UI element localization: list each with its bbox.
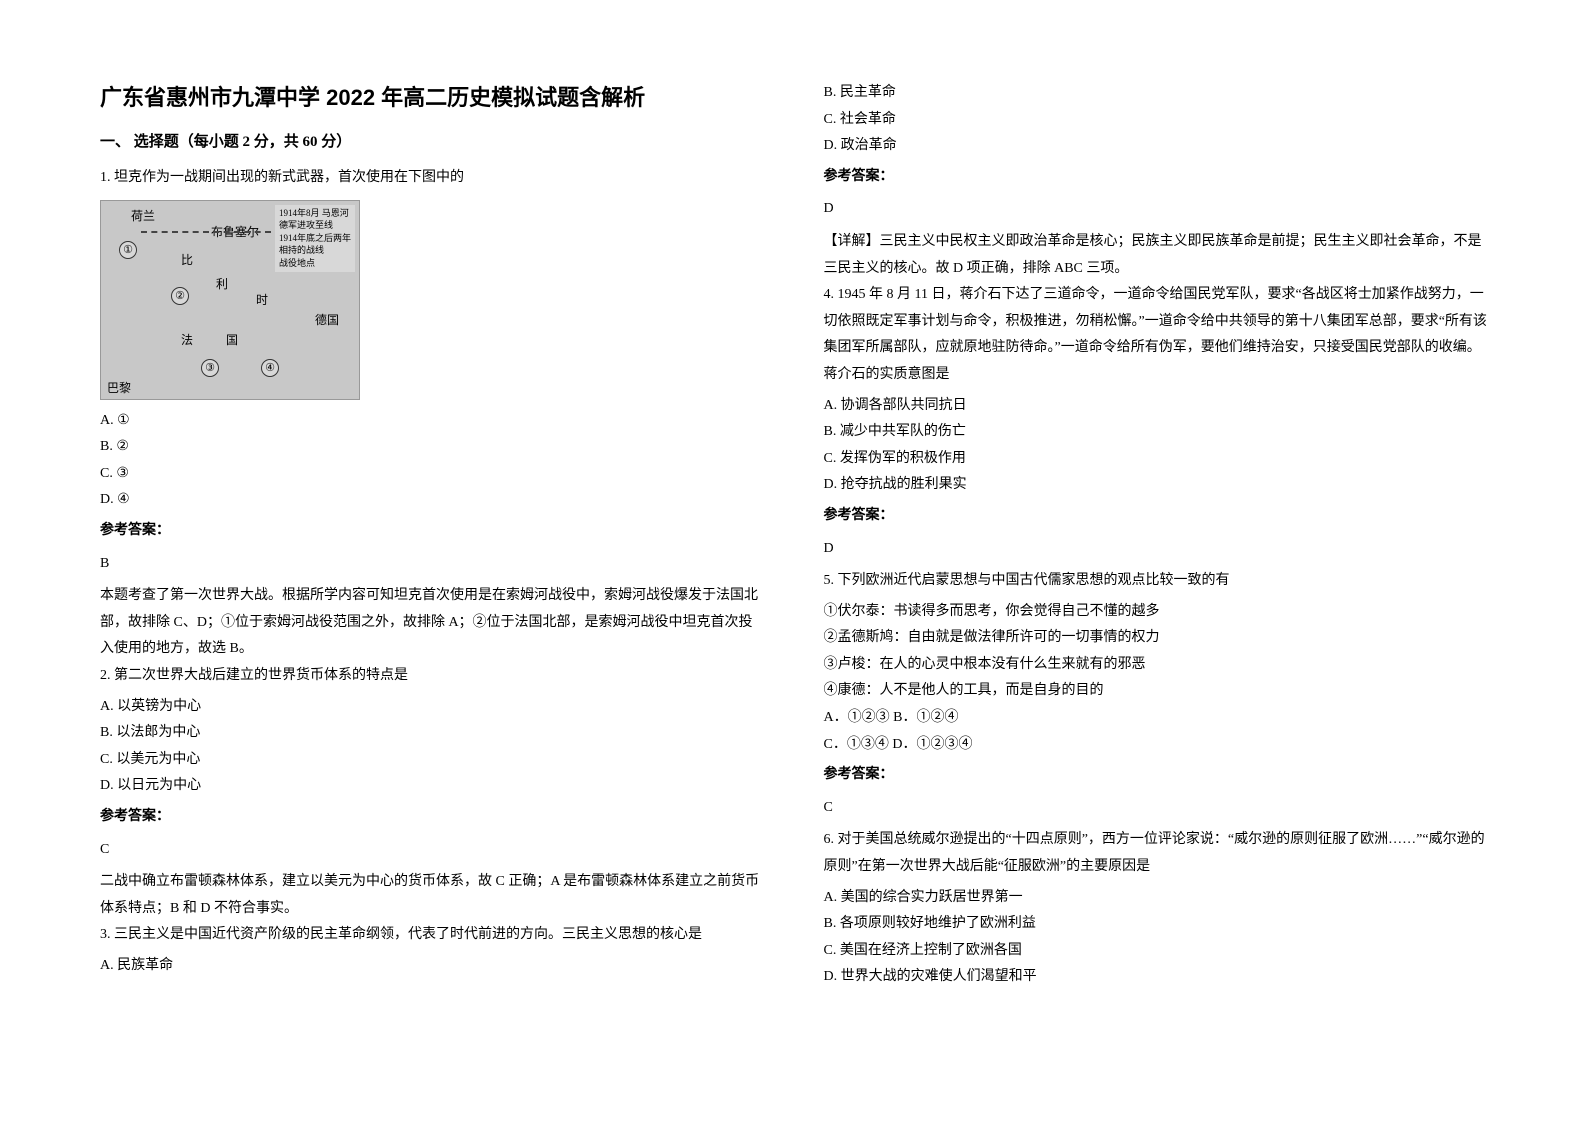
map-legend-1: 1914年8月 马恩河 <box>279 207 351 220</box>
map-legend-3: 1914年底之后两年 <box>279 232 351 245</box>
q2-option-b: B. 以法郎为中心 <box>100 720 764 747</box>
q5-s4: ④康德：人不是他人的工具，而是自身的目的 <box>824 678 1488 705</box>
q1-answer-label: 参考答案： <box>100 518 764 545</box>
q2-explanation: 二战中确立布雷顿森林体系，建立以美元为中心的货币体系，故 C 正确；A 是布雷顿… <box>100 869 764 922</box>
q4-option-c: C. 发挥伪军的积极作用 <box>824 446 1488 473</box>
q1-option-c: C. ③ <box>100 461 764 488</box>
map-label-shi: 时 <box>256 291 268 308</box>
map-circle-2: ② <box>171 287 189 305</box>
q1-explanation: 本题考查了第一次世界大战。根据所学内容可知坦克首次使用是在索姆河战役中，索姆河战… <box>100 583 764 663</box>
map-circle-1: ① <box>119 241 137 259</box>
q5-option-cd: C．①③④ D．①②③④ <box>824 732 1488 759</box>
q2-option-d: D. 以日元为中心 <box>100 773 764 800</box>
q3-option-b: B. 民主革命 <box>824 80 1488 107</box>
q4-answer: D <box>824 536 1488 563</box>
q4-option-d: D. 抢夺抗战的胜利果实 <box>824 472 1488 499</box>
q6-option-c: C. 美国在经济上控制了欧洲各国 <box>824 938 1488 965</box>
map-circle-3: ③ <box>201 359 219 377</box>
map-figure: 荷兰 布鲁塞尔 比 利 时 法 国 巴黎 德国 ① ② ③ ④ 1914年8月 … <box>100 200 360 400</box>
q1-answer: B <box>100 551 764 578</box>
left-column: 广东省惠州市九潭中学 2022 年高二历史模拟试题含解析 一、 选择题（每小题 … <box>100 80 764 991</box>
right-column: B. 民主革命 C. 社会革命 D. 政治革命 参考答案： D 【详解】三民主义… <box>824 80 1488 991</box>
q2-option-a: A. 以英镑为中心 <box>100 694 764 721</box>
map-label-guo: 国 <box>226 331 238 348</box>
q5-s3: ③卢梭：在人的心灵中根本没有什么生来就有的邪恶 <box>824 652 1488 679</box>
map-legend-5: 战役地点 <box>279 257 351 270</box>
q2-stem: 2. 第二次世界大战后建立的世界货币体系的特点是 <box>100 663 764 690</box>
q4-option-b: B. 减少中共军队的伤亡 <box>824 419 1488 446</box>
map-label-fa: 法 <box>181 331 193 348</box>
q6-option-d: D. 世界大战的灾难使人们渴望和平 <box>824 964 1488 991</box>
q1-option-d: D. ④ <box>100 487 764 514</box>
q4-option-a: A. 协调各部队共同抗日 <box>824 393 1488 420</box>
q1-option-b: B. ② <box>100 434 764 461</box>
map-legend-2: 德军进攻至线 <box>279 219 351 232</box>
q2-option-c: C. 以美元为中心 <box>100 747 764 774</box>
q2-answer: C <box>100 837 764 864</box>
q6-option-a: A. 美国的综合实力跃居世界第一 <box>824 885 1488 912</box>
map-label-paris: 巴黎 <box>107 379 131 396</box>
q4-answer-label: 参考答案： <box>824 503 1488 530</box>
q3-answer-label: 参考答案： <box>824 164 1488 191</box>
q6-stem: 6. 对于美国总统威尔逊提出的“十四点原则”，西方一位评论家说：“威尔逊的原则征… <box>824 827 1488 880</box>
q3-stem: 3. 三民主义是中国近代资产阶级的民主革命纲领，代表了时代前进的方向。三民主义思… <box>100 922 764 949</box>
map-label-nl: 荷兰 <box>131 207 155 224</box>
map-label-li: 利 <box>216 275 228 292</box>
q2-answer-label: 参考答案： <box>100 804 764 831</box>
q5-s1: ①伏尔泰：书读得多而思考，你会觉得自己不懂的越多 <box>824 599 1488 626</box>
q6-option-b: B. 各项原则较好地维护了欧洲利益 <box>824 911 1488 938</box>
map-legend: 1914年8月 马恩河 德军进攻至线 1914年底之后两年 相持的战线 战役地点 <box>275 205 355 272</box>
q3-option-c: C. 社会革命 <box>824 107 1488 134</box>
map-label-de: 德国 <box>315 311 339 328</box>
section-heading: 一、 选择题（每小题 2 分，共 60 分） <box>100 130 764 151</box>
q3-option-d: D. 政治革命 <box>824 133 1488 160</box>
q1-option-a: A. ① <box>100 408 764 435</box>
q5-option-ab: A．①②③ B．①②④ <box>824 705 1488 732</box>
q1-stem: 1. 坦克作为一战期间出现的新式武器，首次使用在下图中的 <box>100 165 764 192</box>
map-label-bi: 比 <box>181 251 193 268</box>
q5-answer: C <box>824 795 1488 822</box>
q3-option-a: A. 民族革命 <box>100 953 764 980</box>
q5-s2: ②孟德斯鸠：自由就是做法律所许可的一切事情的权力 <box>824 625 1488 652</box>
q3-explanation: 【详解】三民主义中民权主义即政治革命是核心；民族主义即民族革命是前提；民生主义即… <box>824 229 1488 282</box>
map-legend-4: 相持的战线 <box>279 244 351 257</box>
page-title: 广东省惠州市九潭中学 2022 年高二历史模拟试题含解析 <box>100 80 764 112</box>
q5-answer-label: 参考答案： <box>824 762 1488 789</box>
q5-stem: 5. 下列欧洲近代启蒙思想与中国古代儒家思想的观点比较一致的有 <box>824 568 1488 595</box>
q3-answer: D <box>824 196 1488 223</box>
map-dashed-line <box>141 231 271 233</box>
map-circle-4: ④ <box>261 359 279 377</box>
q4-stem: 4. 1945 年 8 月 11 日，蒋介石下达了三道命令，一道命令给国民党军队… <box>824 282 1488 388</box>
